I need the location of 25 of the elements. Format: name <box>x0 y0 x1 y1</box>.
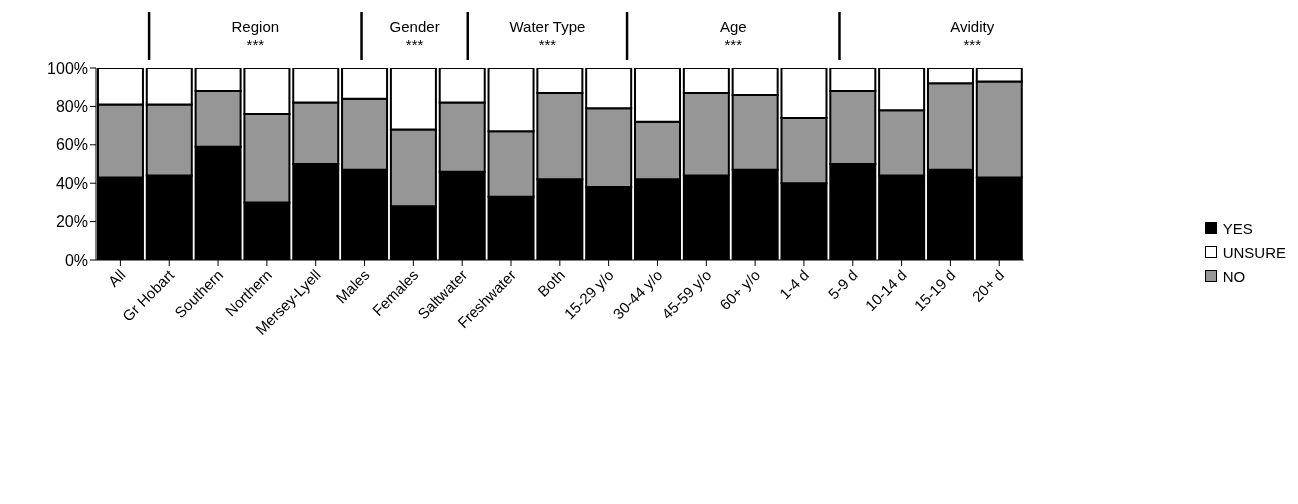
y-tick-label: 0% <box>64 251 88 269</box>
x-tick-label: 60+ y/o <box>716 266 764 314</box>
text: *** <box>246 36 265 53</box>
x-tick-label: All <box>104 266 129 290</box>
x-tick-label: 5-9 d <box>824 266 861 303</box>
text: *** <box>724 36 743 53</box>
legend-label: UNSURE <box>1222 243 1286 261</box>
x-tick-label: Both <box>534 266 568 300</box>
text: *** <box>405 36 424 53</box>
text: Avidity <box>950 18 995 35</box>
legend-label: YES <box>1222 219 1253 237</box>
y-tick-label: 100% <box>47 59 88 77</box>
y-tick-label: 60% <box>55 136 88 154</box>
text: Gender <box>389 18 440 35</box>
text: Age <box>719 18 747 35</box>
y-tick-label: 40% <box>55 174 88 192</box>
text: Water Type <box>509 18 586 35</box>
text: Region <box>231 18 280 35</box>
x-tick-label: 1-4 d <box>775 266 813 303</box>
legend-label: NO <box>1222 267 1246 285</box>
text: *** <box>538 36 557 53</box>
text: *** <box>963 36 982 53</box>
y-tick-label: 80% <box>55 98 88 116</box>
x-tick-label: 20+ d <box>968 266 1008 305</box>
y-tick-label: 20% <box>55 213 88 231</box>
